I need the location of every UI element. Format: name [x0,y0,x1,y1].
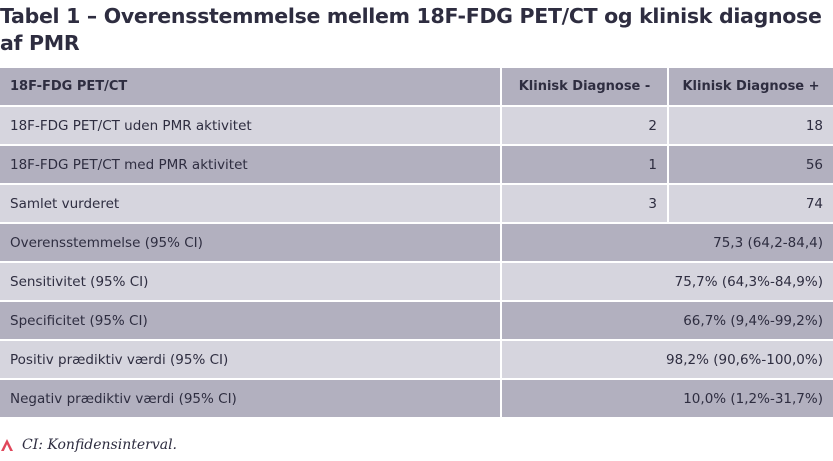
stat-row: Positiv prædiktiv værdi (95% CI) 98,2% (… [0,341,833,378]
row-label: Samlet vurderet [0,185,500,222]
row-value-positiv: 56 [669,146,833,183]
table-row: 18F-FDG PET/CT med PMR aktivitet 1 56 [0,146,833,183]
footnote-text: CI: Konfidensinterval. [22,437,178,453]
table-row: 18F-FDG PET/CT uden PMR aktivitet 2 18 [0,107,833,144]
row-value-negativ: 1 [502,146,667,183]
row-label: 18F-FDG PET/CT uden PMR aktivitet [0,107,500,144]
stat-value: 75,3 (64,2-84,4) [502,224,833,261]
stat-row: Negativ prædiktiv værdi (95% CI) 10,0% (… [0,380,833,417]
stat-label: Overensstemmelse (95% CI) [0,224,500,261]
stat-row: Overensstemmelse (95% CI) 75,3 (64,2-84,… [0,224,833,261]
stat-value: 98,2% (90,6%-100,0%) [502,341,833,378]
row-label: 18F-FDG PET/CT med PMR aktivitet [0,146,500,183]
header-cell-pet-ct: 18F-FDG PET/CT [0,68,500,105]
stat-label: Positiv prædiktiv værdi (95% CI) [0,341,500,378]
stat-label: Negativ prædiktiv værdi (95% CI) [0,380,500,417]
stat-value: 75,7% (64,3%-84,9%) [502,263,833,300]
triangle-icon [0,438,14,452]
data-table: 18F-FDG PET/CT Klinisk Diagnose - Klinis… [0,68,833,419]
row-value-negativ: 2 [502,107,667,144]
stat-label: Sensitivitet (95% CI) [0,263,500,300]
table-row: Samlet vurderet 3 74 [0,185,833,222]
stat-label: Specificitet (95% CI) [0,302,500,339]
row-value-negativ: 3 [502,185,667,222]
table-header-row: 18F-FDG PET/CT Klinisk Diagnose - Klinis… [0,68,833,105]
stat-value: 10,0% (1,2%-31,7%) [502,380,833,417]
header-cell-klinisk-positiv: Klinisk Diagnose + [669,68,833,105]
stat-row: Specificitet (95% CI) 66,7% (9,4%-99,2%) [0,302,833,339]
stat-row: Sensitivitet (95% CI) 75,7% (64,3%-84,9%… [0,263,833,300]
footnote: CI: Konfidensinterval. [0,437,177,453]
stat-value: 66,7% (9,4%-99,2%) [502,302,833,339]
row-value-positiv: 18 [669,107,833,144]
table-title: Tabel 1 – Overensstemmelse mellem 18F-FD… [0,4,822,55]
row-value-positiv: 74 [669,185,833,222]
header-cell-klinisk-negativ: Klinisk Diagnose - [502,68,667,105]
